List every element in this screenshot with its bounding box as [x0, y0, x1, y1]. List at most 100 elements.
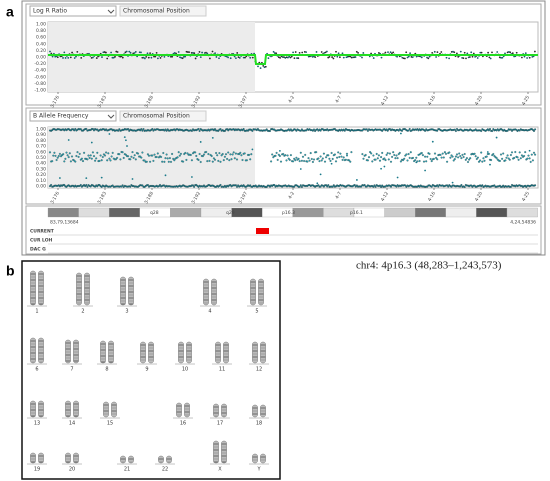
point [329, 159, 332, 162]
point [168, 157, 171, 160]
point [270, 160, 273, 163]
point [326, 128, 329, 131]
point [269, 129, 272, 132]
point [259, 67, 262, 70]
chromosome-number: 22 [162, 467, 168, 473]
point [100, 185, 103, 188]
chromosome-number: 5 [255, 309, 258, 315]
point [231, 153, 234, 156]
chromosome [250, 278, 256, 306]
band-label: p16.3 [282, 210, 295, 216]
point [279, 56, 281, 59]
point [330, 162, 333, 165]
point [487, 51, 489, 54]
point [95, 157, 98, 160]
point [424, 155, 427, 158]
point [118, 128, 121, 131]
y-tick-label: -0.20 [34, 61, 46, 67]
point [195, 154, 198, 157]
point [67, 139, 70, 141]
point [277, 153, 280, 156]
point [230, 158, 233, 161]
point [148, 154, 151, 157]
chromosome [108, 340, 114, 364]
point [391, 52, 393, 55]
point [431, 51, 434, 54]
point [430, 185, 433, 188]
point [397, 153, 400, 156]
point [119, 158, 122, 161]
point [514, 151, 517, 154]
point [457, 55, 460, 58]
point [237, 56, 240, 58]
point [361, 153, 364, 156]
y-tick-label: 0.40 [36, 161, 46, 167]
point [83, 151, 86, 154]
point [375, 152, 378, 155]
point [436, 158, 439, 161]
point [299, 129, 302, 132]
point [498, 159, 501, 162]
point [97, 55, 99, 58]
x-tick-label: 4-16 [427, 191, 437, 203]
point [199, 141, 202, 143]
y-tick-label: 0.50 [36, 155, 46, 161]
point [262, 64, 265, 67]
point [59, 177, 61, 179]
point [518, 129, 521, 132]
point [296, 57, 298, 59]
point [320, 51, 323, 53]
y-tick-label: 0.40 [36, 41, 46, 47]
point [208, 159, 211, 162]
chromosome [176, 402, 182, 418]
point [445, 152, 448, 155]
point [326, 185, 329, 188]
point [275, 151, 278, 154]
point [99, 154, 102, 157]
y-tick-label: 0.00 [36, 55, 46, 61]
point [75, 155, 78, 158]
point [502, 184, 505, 187]
point [109, 159, 112, 162]
point [242, 128, 245, 131]
track-label: CUR LOH [30, 238, 53, 244]
chromosome-number: 1 [35, 309, 38, 315]
point [343, 129, 346, 132]
point [440, 156, 443, 159]
point [203, 184, 206, 187]
point [360, 185, 363, 188]
point [249, 158, 252, 161]
point [474, 155, 477, 158]
point [127, 128, 130, 131]
point [131, 151, 134, 154]
point [77, 155, 80, 158]
point [446, 160, 449, 163]
point [447, 185, 450, 188]
point [421, 154, 424, 157]
point [100, 159, 103, 162]
point [416, 160, 419, 163]
point [406, 56, 409, 59]
point [471, 55, 474, 58]
point [437, 185, 440, 188]
point [106, 159, 109, 162]
y-tick-label: 0.80 [36, 28, 46, 34]
point [391, 155, 394, 158]
point [335, 160, 338, 163]
point [85, 128, 88, 131]
point [364, 153, 367, 156]
point [317, 157, 320, 160]
point [313, 158, 316, 161]
point [211, 160, 214, 163]
point [76, 51, 79, 53]
chromosome-number: 16 [180, 421, 186, 427]
point [74, 160, 77, 163]
x-tick-label: 3-192 [190, 191, 202, 205]
point [340, 155, 343, 158]
point [189, 153, 192, 156]
ideogram-band [292, 207, 324, 218]
point [111, 184, 114, 187]
point [440, 51, 443, 53]
axis-dropdown [119, 5, 207, 17]
point [405, 153, 408, 156]
